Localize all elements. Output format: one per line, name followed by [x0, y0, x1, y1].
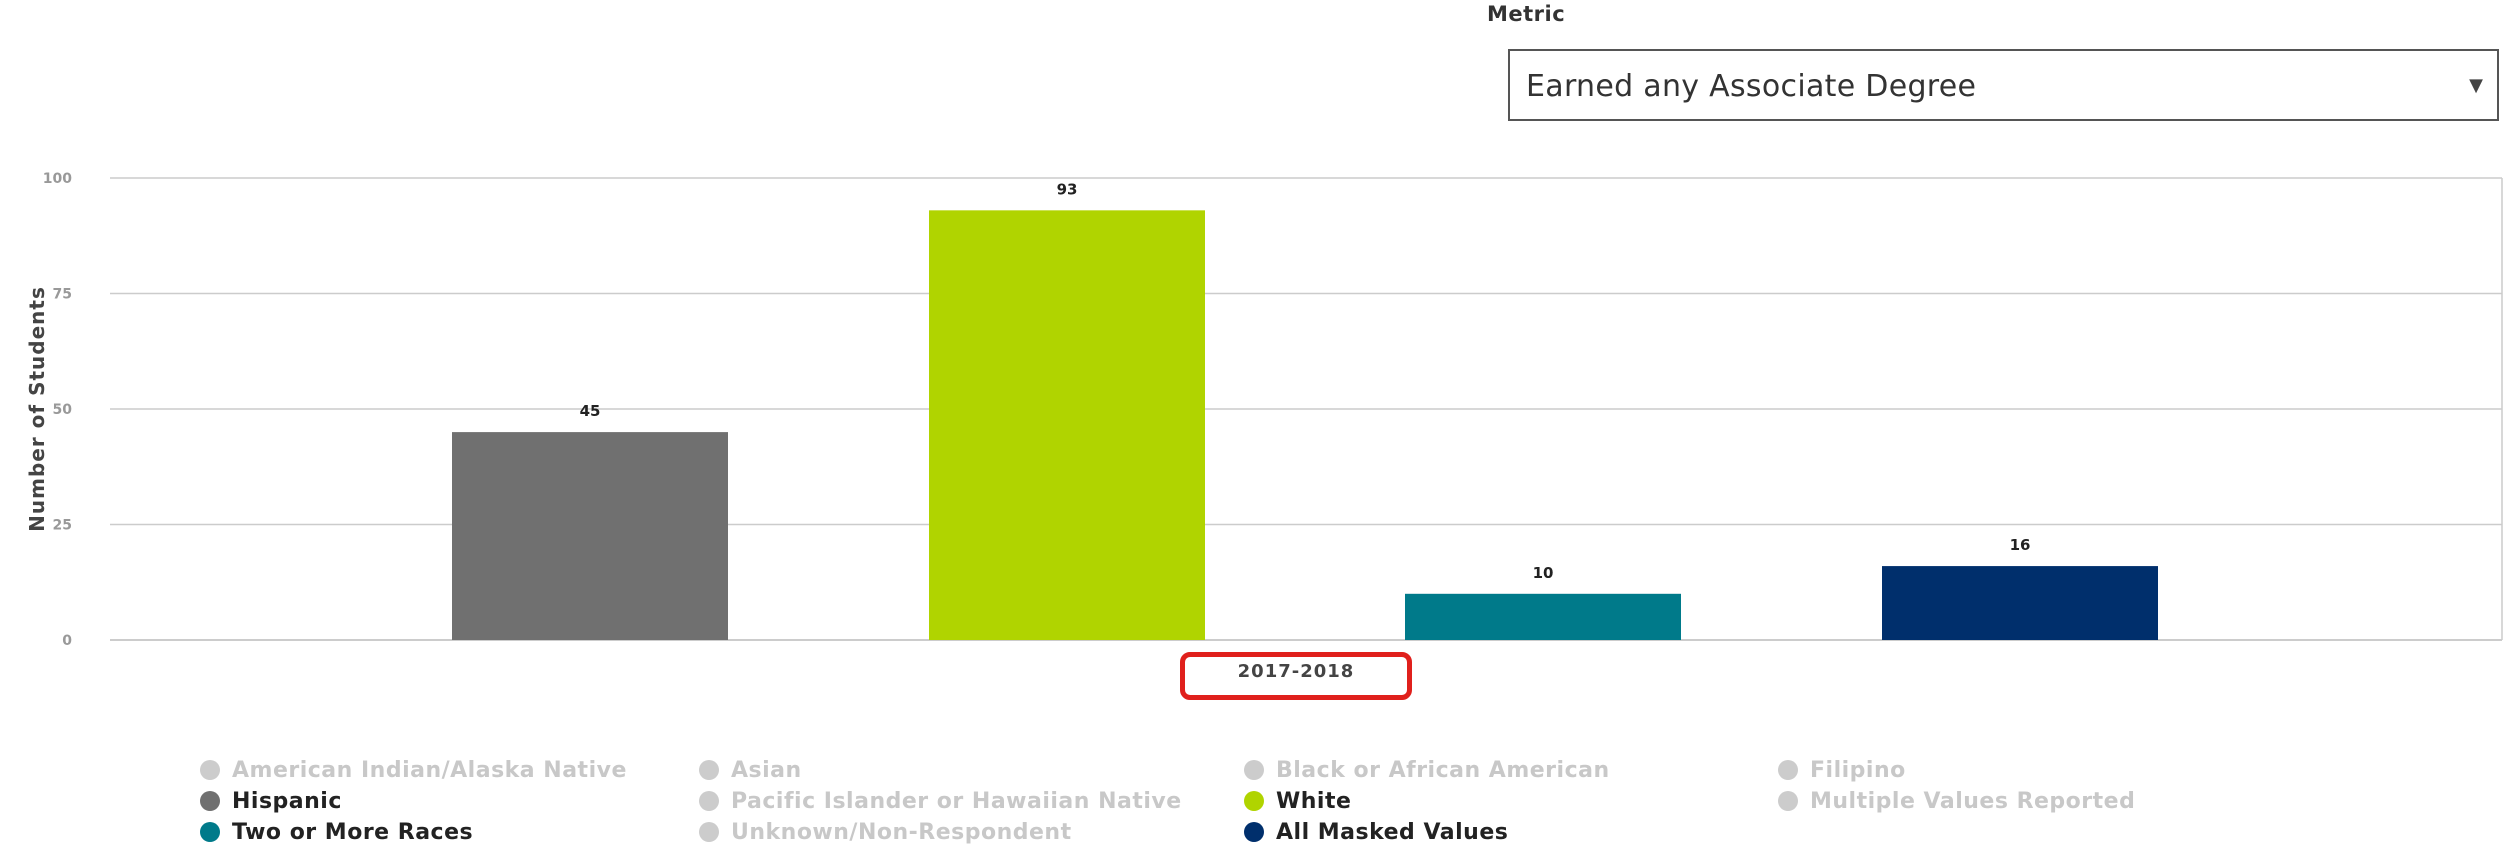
y-axis-title: Number of Students	[25, 286, 49, 532]
bar-chart: 0 25 50 75 100 45 93 10 16 2017-2018 Academic Year…	[25, 171, 2503, 700]
chevron-down-icon: ▼	[2469, 75, 2483, 96]
legend-label: Hispanic	[232, 788, 342, 814]
bar-all-masked-values[interactable]	[1882, 566, 2158, 640]
legend-swatch	[699, 822, 719, 842]
legend-label: All Masked Values	[1276, 819, 1509, 845]
legend-swatch	[699, 760, 719, 780]
legend-swatch	[1778, 760, 1798, 780]
legend-item-black-or-african-american[interactable]: Black or African American	[1244, 756, 1610, 784]
legend-label: Two or More Races	[232, 819, 474, 845]
legend-swatch	[200, 760, 220, 780]
legend-swatch	[699, 791, 719, 811]
legend-item-filipino[interactable]: Filipino	[1778, 756, 1906, 784]
legend-item-all-masked-values[interactable]: All Masked Values	[1244, 818, 1508, 846]
metric-dropdown[interactable]: Earned any Associate Degree ▼	[1508, 49, 2499, 121]
legend-label: Asian	[731, 757, 802, 783]
legend-swatch	[1244, 822, 1264, 842]
data-label: 10	[1533, 564, 1554, 582]
legend-swatch	[200, 822, 220, 842]
legend-item-two-or-more-races[interactable]: Two or More Races	[200, 818, 473, 846]
y-tick-label: 100	[43, 171, 72, 187]
legend-swatch	[1778, 791, 1798, 811]
legend-item-unknown-non-respondent[interactable]: Unknown/Non-Respondent	[699, 818, 1072, 846]
legend-swatch	[1244, 760, 1264, 780]
legend-label: Black or African American	[1276, 757, 1610, 783]
legend-label: Multiple Values Reported	[1810, 788, 2136, 814]
legend-label: Filipino	[1810, 757, 1906, 783]
legend-item-american-indian-alaska-native[interactable]: American Indian/Alaska Native	[200, 756, 627, 784]
legend-item-asian[interactable]: Asian	[699, 756, 802, 784]
metric-selected-value: Earned any Associate Degree	[1526, 69, 1977, 104]
data-label: 45	[580, 402, 601, 420]
legend-label: Pacific Islander or Hawaiian Native	[731, 788, 1182, 814]
legend-item-white[interactable]: White	[1244, 787, 1351, 815]
legend-label: White	[1276, 788, 1352, 814]
x-axis-title: Academic Year	[1207, 693, 1385, 700]
x-category-label: 2017-2018	[1238, 661, 1355, 682]
y-tick-label: 25	[53, 518, 72, 534]
y-tick-label: 75	[53, 287, 72, 303]
bar-white[interactable]	[929, 210, 1205, 640]
y-tick-label: 50	[53, 402, 73, 418]
y-tick-label: 0	[62, 633, 72, 649]
metric-label: Metric	[1487, 2, 1566, 26]
bar-two-or-more-races[interactable]	[1405, 593, 1681, 640]
legend-item-pacific-islander-or-hawaiian-native[interactable]: Pacific Islander or Hawaiian Native	[699, 787, 1182, 815]
legend-item-hispanic[interactable]: Hispanic	[200, 787, 342, 815]
bar-hispanic[interactable]	[452, 432, 728, 640]
legend-swatch	[1244, 791, 1264, 811]
data-label: 16	[2010, 536, 2031, 554]
legend-label: Unknown/Non-Respondent	[731, 819, 1072, 845]
legend-label: American Indian/Alaska Native	[232, 757, 627, 783]
data-label: 93	[1057, 180, 1078, 198]
legend-swatch	[200, 791, 220, 811]
legend-item-multiple-values-reported[interactable]: Multiple Values Reported	[1778, 787, 2135, 815]
